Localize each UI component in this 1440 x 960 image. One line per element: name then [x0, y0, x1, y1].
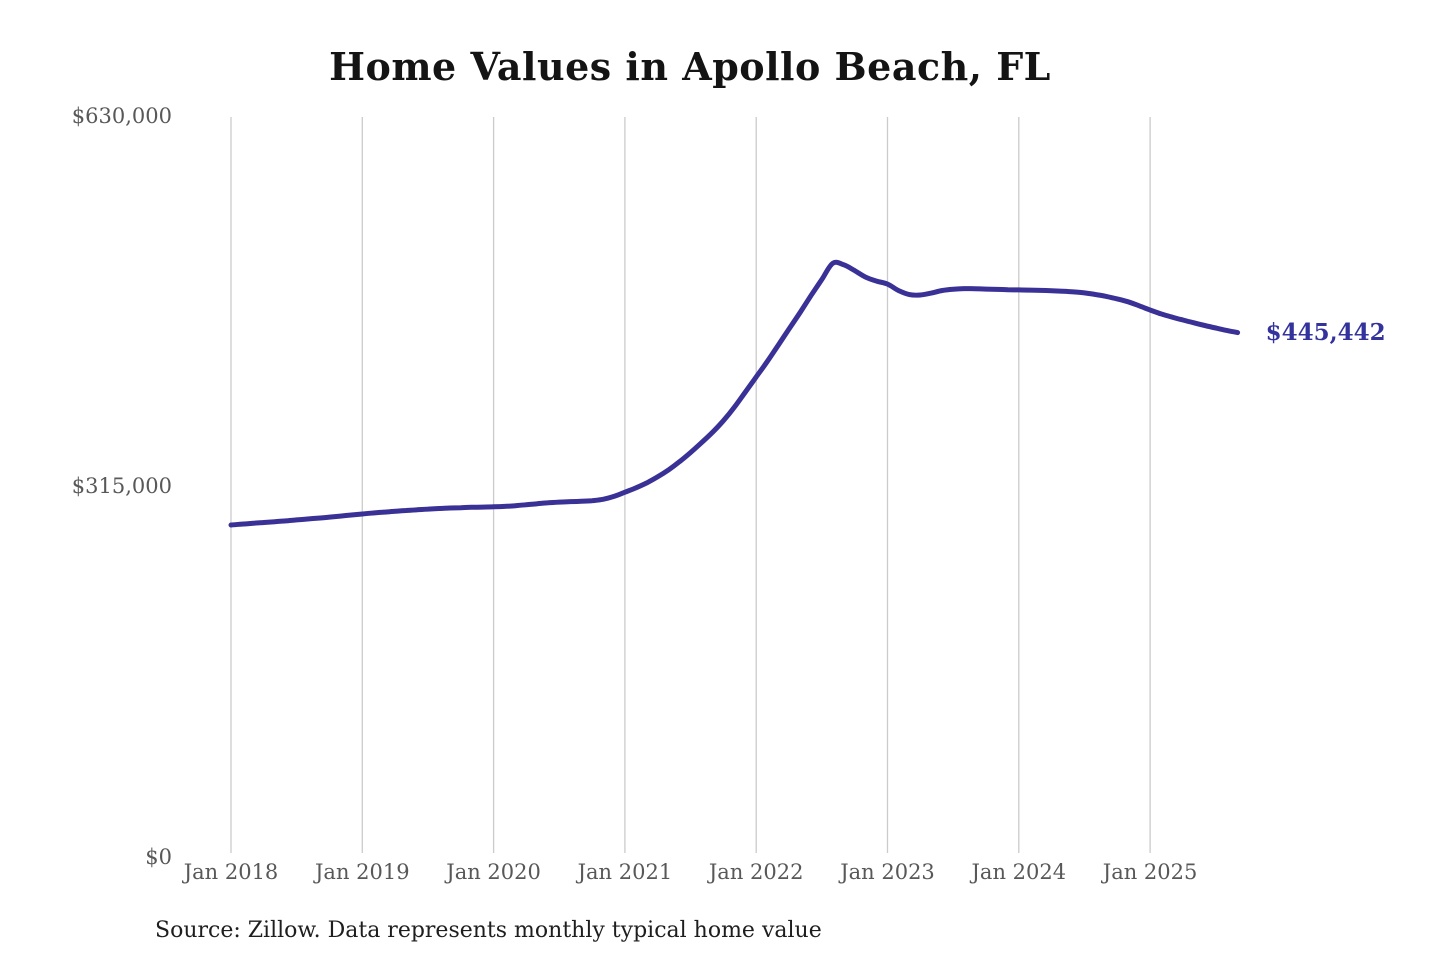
vertical-gridlines	[230, 117, 1151, 853]
home-value-line-series	[228, 259, 1241, 528]
y-axis-tick-0: $0	[145, 845, 172, 869]
y-axis-tick-315000: $315,000	[71, 474, 172, 498]
x-axis-tick-label: Jan 2020	[446, 860, 541, 884]
chart-title: Home Values in Apollo Beach, FL	[329, 44, 1051, 89]
source-note: Source: Zillow. Data represents monthly …	[155, 918, 822, 943]
x-axis-tick-label: Jan 2022	[708, 860, 804, 884]
x-axis-tick-label: Jan 2019	[315, 860, 410, 884]
x-axis-tick-label: Jan 2021	[577, 860, 673, 884]
x-axis-tick-label: Jan 2025	[1102, 860, 1198, 884]
x-axis-tick-label: Jan 2023	[840, 860, 935, 884]
x-axis-tick-label: Jan 2024	[971, 860, 1067, 884]
latest-value-annotation: $445,442	[1265, 318, 1386, 346]
x-axis-tick-label: Jan 2018	[183, 860, 279, 884]
y-axis-tick-630000: $630,000	[71, 104, 172, 128]
